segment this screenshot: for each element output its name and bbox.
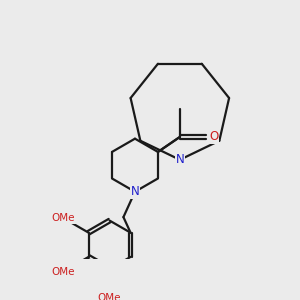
Text: O: O (209, 130, 218, 143)
Text: N: N (176, 153, 184, 166)
Text: N: N (130, 185, 139, 198)
Text: OMe: OMe (51, 213, 75, 223)
Text: OMe: OMe (51, 267, 75, 277)
Text: OMe: OMe (98, 293, 121, 300)
